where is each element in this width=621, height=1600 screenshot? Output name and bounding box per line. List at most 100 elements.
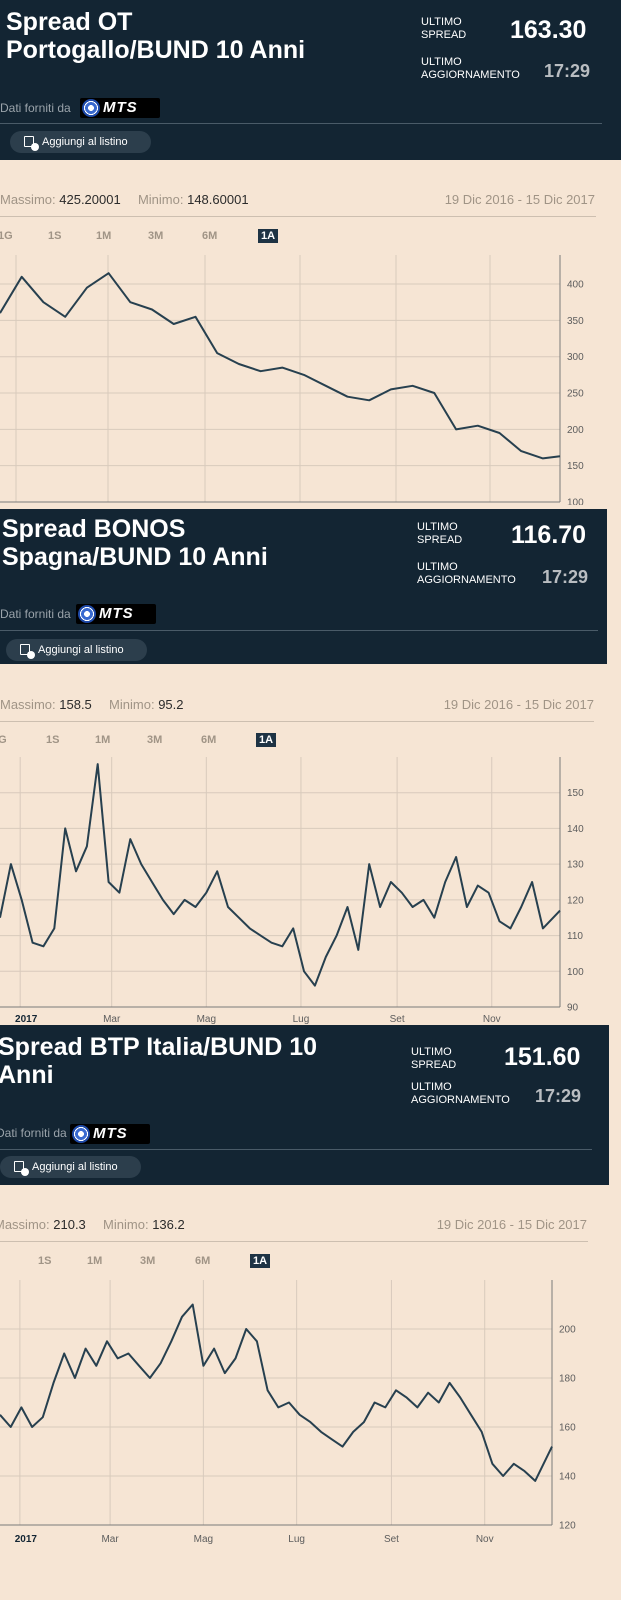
series-line <box>0 763 561 987</box>
period-3m[interactable]: 3M <box>140 1255 156 1267</box>
y-tick-label: 200 <box>559 1325 576 1336</box>
min-label: Minimo: <box>103 1217 149 1232</box>
y-tick-label: 160 <box>559 1423 576 1434</box>
add-to-list-label: Aggiungi al listino <box>32 1161 118 1173</box>
period-6m[interactable]: 6M <box>201 734 217 746</box>
x-tick-label: Nov <box>483 1014 501 1025</box>
add-list-icon <box>24 136 39 151</box>
y-tick-label: 120 <box>559 1521 576 1532</box>
panel-portugal: Spread OT Portogallo/BUND 10 Anni ULTIMO… <box>0 0 621 505</box>
min-label: Minimo: <box>109 697 155 712</box>
spread-chart-portugal: 100 150 200 250 300 350 400 <box>0 255 584 506</box>
provider-label: Dati forniti da <box>0 607 71 621</box>
y-tick-label: 100 <box>567 498 584 506</box>
y-tick-label: 90 <box>567 1003 579 1014</box>
mts-logo: MTS <box>70 1124 150 1144</box>
header-divider <box>0 1149 592 1150</box>
period-selector: 1G 1S 1M 3M 6M 1A <box>0 733 300 750</box>
x-tick-label: Mag <box>197 1014 216 1025</box>
last-update-time: 17:29 <box>542 567 589 587</box>
date-range: 19 Dic 2016 - 15 Dic 2017 <box>436 1217 587 1232</box>
header-divider <box>0 630 598 631</box>
add-list-icon <box>14 1161 29 1176</box>
period-1g[interactable]: 1G <box>0 230 13 242</box>
period-3m[interactable]: 3M <box>148 230 164 242</box>
x-tick-label: Set <box>390 1014 405 1025</box>
x-tick-label: Mag <box>194 1534 213 1545</box>
last-update-label: ULTIMO AGGIORNAMENTO <box>421 56 520 81</box>
min-value: 136.2 <box>152 1217 185 1232</box>
x-tick-label: Nov <box>476 1534 494 1545</box>
max-label: Massimo: <box>0 697 56 712</box>
period-1m[interactable]: 1M <box>87 1255 103 1267</box>
max-value: 210.3 <box>53 1217 86 1232</box>
mts-logo: MTS <box>80 98 160 118</box>
x-tick-label: Mar <box>103 1014 121 1025</box>
period-1g[interactable]: 1G <box>0 1255 1 1267</box>
period-1g[interactable]: 1G <box>0 734 7 746</box>
last-update-label: ULTIMO AGGIORNAMENTO <box>411 1081 510 1106</box>
max-label: Massimo: <box>0 192 56 207</box>
y-tick-label: 200 <box>567 425 584 436</box>
y-tick-label: 150 <box>567 461 584 472</box>
y-tick-label: 100 <box>567 967 584 978</box>
panel-italy: Spread BTP Italia/BUND 10 Anni ULTIMO SP… <box>0 1025 621 1600</box>
panel-title: Spread BTP Italia/BUND 10 Anni <box>0 1033 318 1089</box>
period-1s[interactable]: 1S <box>38 1255 52 1267</box>
period-1m[interactable]: 1M <box>95 734 111 746</box>
date-range: 19 Dic 2016 - 15 Dic 2017 <box>444 192 595 207</box>
last-spread-label: ULTIMO SPREAD <box>411 1046 457 1071</box>
stats-divider <box>0 721 594 722</box>
panel-spain: Spread BONOS Spagna/BUND 10 Anni ULTIMO … <box>0 505 621 1025</box>
panel-title: Spread OT Portogallo/BUND 10 Anni <box>6 8 306 64</box>
date-range: 19 Dic 2016 - 15 Dic 2017 <box>443 697 594 712</box>
add-to-list-button[interactable]: Aggiungi al listino <box>6 639 147 661</box>
x-tick-label: Lug <box>288 1534 305 1545</box>
y-tick-label: 140 <box>567 824 584 835</box>
mts-logo-text: MTS <box>103 99 138 116</box>
x-tick-label: 2017 <box>15 1534 38 1545</box>
max-label: Massimo: <box>0 1217 50 1232</box>
panel-header: Spread BONOS Spagna/BUND 10 Anni ULTIMO … <box>0 509 607 664</box>
add-to-list-label: Aggiungi al listino <box>42 136 128 148</box>
x-tick-label: Set <box>384 1534 399 1545</box>
period-6m[interactable]: 6M <box>202 230 218 242</box>
period-6m[interactable]: 6M <box>195 1255 211 1267</box>
period-1m[interactable]: 1M <box>96 230 112 242</box>
max-value: 158.5 <box>59 697 92 712</box>
last-spread-value: 116.70 <box>511 521 587 549</box>
spread-chart-italy: 120 140 160 180 200 2017 Mar Mag Lug Set Nov <box>0 1280 576 1545</box>
spread-chart-spain: 90 100 110 120 130 140 150 2017 Mar Mag Lug Set Nov <box>0 757 584 1025</box>
series-line <box>0 272 561 460</box>
y-tick-label: 250 <box>567 389 584 400</box>
provider-label: Dati forniti da <box>0 101 71 115</box>
last-spread-label: ULTIMO SPREAD <box>417 521 463 546</box>
panel-header: Spread OT Portogallo/BUND 10 Anni ULTIMO… <box>0 0 621 160</box>
max-min-stats: Massimo: 158.5 Minimo: 95.2 <box>0 697 184 712</box>
panel-header: Spread BTP Italia/BUND 10 Anni ULTIMO SP… <box>0 1025 609 1185</box>
add-to-list-button[interactable]: Aggiungi al listino <box>10 131 151 153</box>
stats-divider <box>0 216 596 217</box>
period-1s[interactable]: 1S <box>48 230 62 242</box>
x-tick-label: 2017 <box>15 1014 38 1025</box>
period-3m[interactable]: 3M <box>147 734 163 746</box>
add-list-icon <box>20 644 35 659</box>
period-selector: 1G 1S 1M 3M 6M 1A <box>0 229 300 246</box>
add-to-list-label: Aggiungi al listino <box>38 644 124 656</box>
stats-divider <box>0 1241 588 1242</box>
last-spread-value: 151.60 <box>504 1043 581 1071</box>
y-tick-label: 130 <box>567 860 584 871</box>
add-to-list-button[interactable]: Aggiungi al listino <box>0 1156 141 1178</box>
mts-globe-icon <box>78 605 96 623</box>
period-1a[interactable]: 1A <box>256 733 277 747</box>
period-1a[interactable]: 1A <box>250 1254 271 1268</box>
y-tick-label: 120 <box>567 895 584 906</box>
last-update-time: 17:29 <box>544 61 591 81</box>
period-1s[interactable]: 1S <box>46 734 60 746</box>
last-update-label: ULTIMO AGGIORNAMENTO <box>417 561 516 586</box>
period-1a[interactable]: 1A <box>258 229 279 243</box>
mts-globe-icon <box>82 99 100 117</box>
max-min-stats: Massimo: 210.3 Minimo: 136.2 <box>0 1217 185 1232</box>
mts-globe-icon <box>72 1125 90 1143</box>
mts-logo: MTS <box>76 604 156 624</box>
